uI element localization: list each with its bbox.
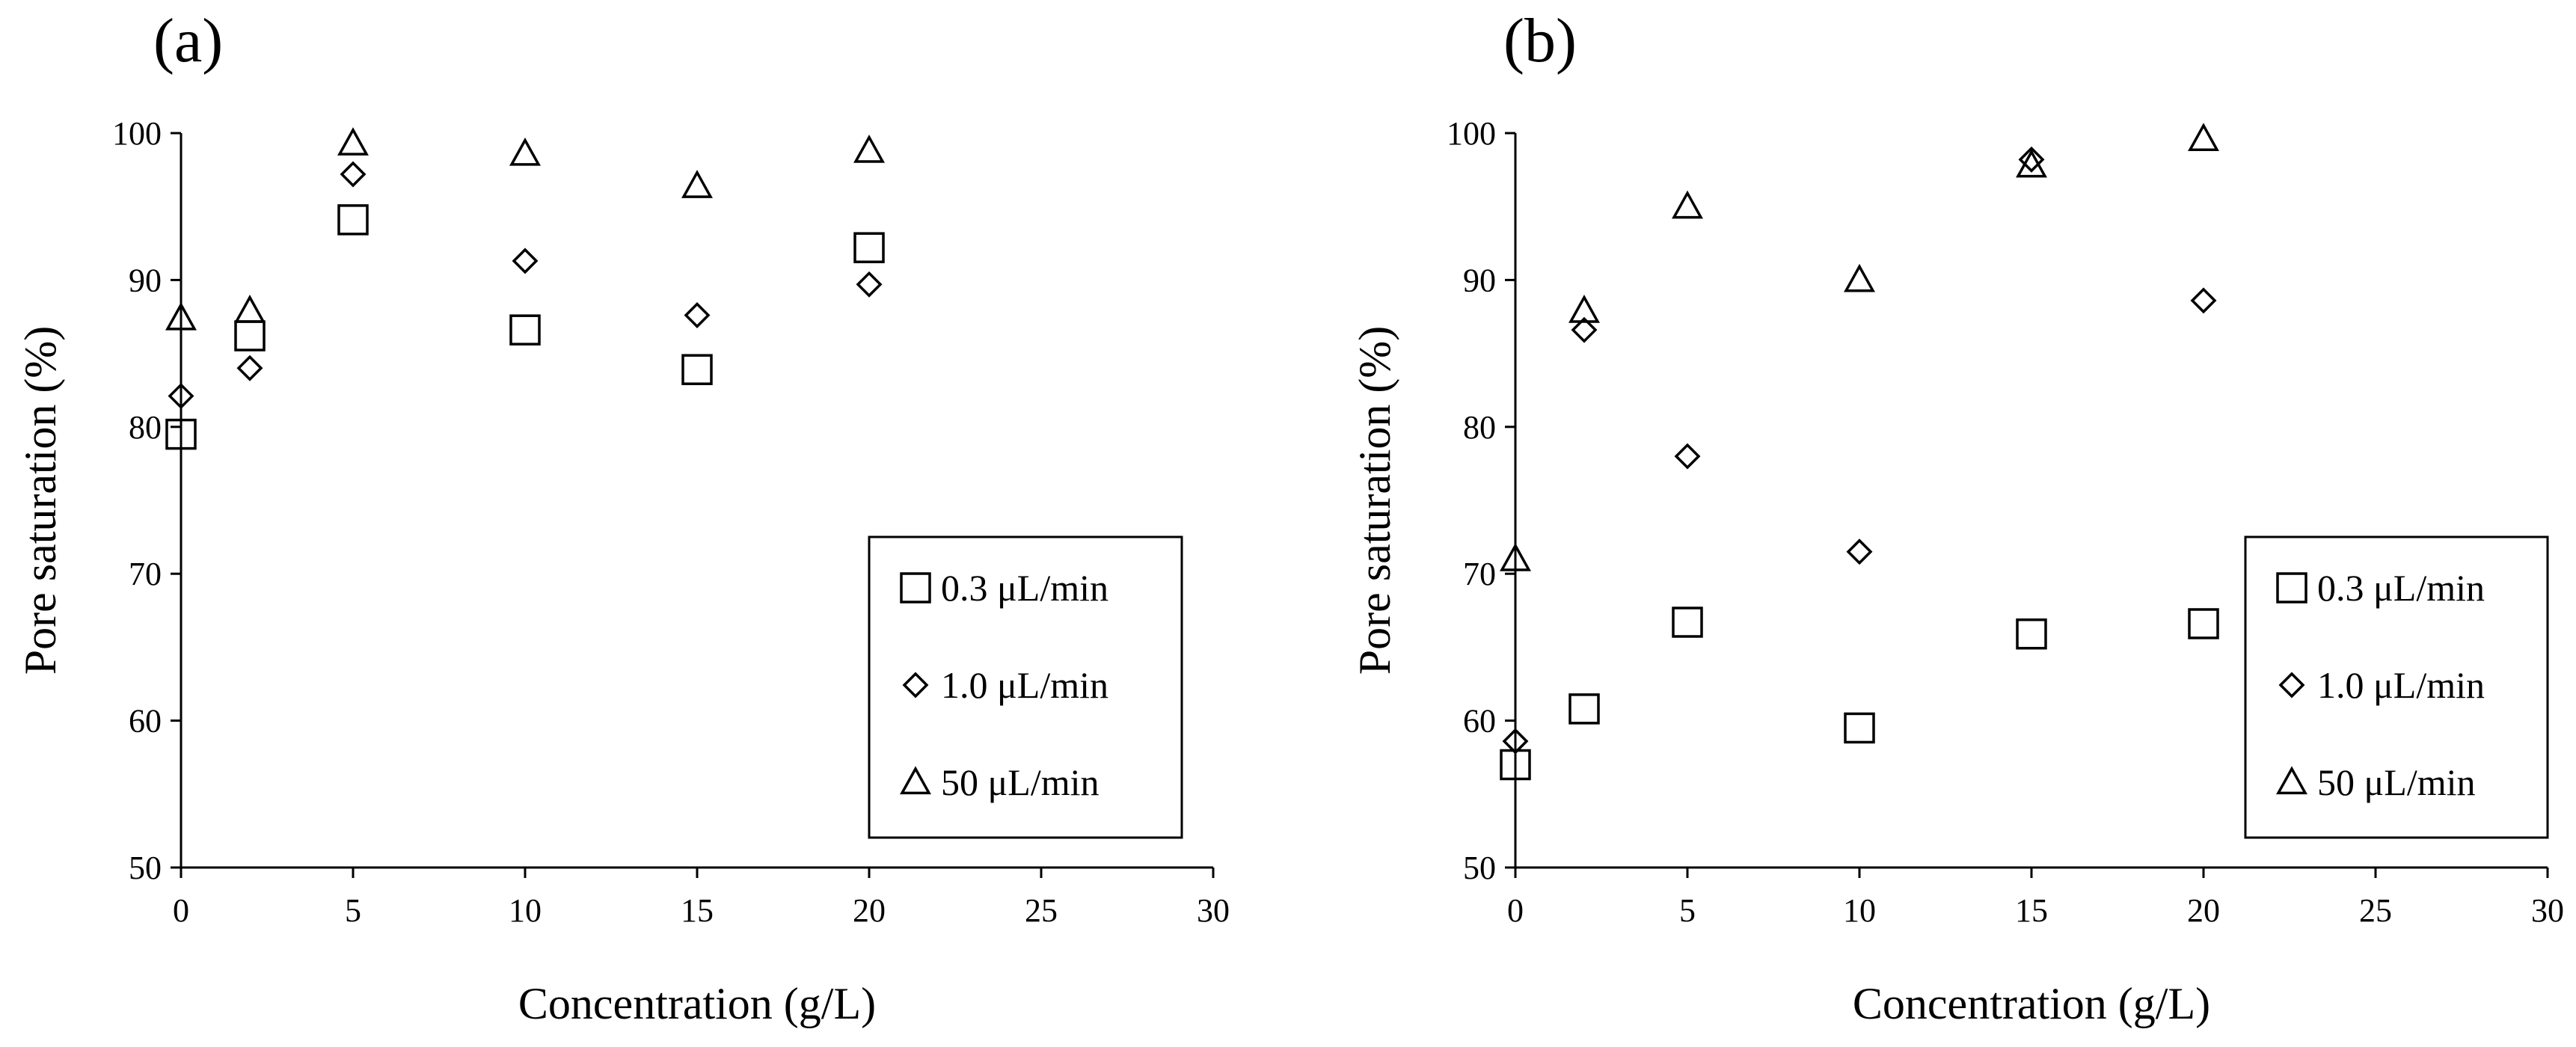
legend-label-a: 50 μL/min (941, 761, 1100, 803)
data-point-a-triangle (853, 134, 885, 163)
y-tick-label-b: 100 (1447, 115, 1496, 152)
y-axis-title-b: Pore saturation (%) (1350, 326, 1399, 675)
x-tick-label-b: 5 (1679, 892, 1696, 929)
x-tick-label-a: 25 (1025, 892, 1058, 929)
data-point-b-triangle (1844, 263, 1875, 292)
data-point-b-diamond (1502, 728, 1529, 755)
x-tick-label-a: 0 (173, 892, 189, 929)
legend-box-b (2244, 535, 2549, 839)
data-point-a-diamond (236, 354, 263, 381)
x-tick-label-b: 10 (1843, 892, 1876, 929)
data-point-a-diamond (340, 161, 367, 188)
legend-label-b: 50 μL/min (2317, 761, 2476, 803)
data-point-b-triangle (1500, 542, 1531, 571)
data-point-b-diamond (1846, 538, 1873, 565)
x-tick-label-a: 20 (853, 892, 886, 929)
data-point-b-diamond (2190, 287, 2217, 314)
data-point-b-triangle (1672, 190, 1703, 219)
legend-a: 0.3 μL/min 1.0 μL/min 50 μL/min (868, 535, 1183, 839)
y-tick-label-a: 100 (112, 115, 162, 152)
data-point-a-square (337, 204, 369, 236)
data-point-b-triangle (2188, 123, 2219, 152)
data-point-a-triangle (165, 301, 197, 331)
y-tick-label-a: 70 (129, 556, 162, 592)
y-tick-label-a: 90 (129, 262, 162, 298)
data-point-a-diamond (856, 271, 883, 298)
y-tick-label-a: 80 (129, 409, 162, 446)
data-point-a-triangle (509, 137, 541, 166)
y-tick-label-b: 70 (1463, 556, 1496, 592)
legend-marker-b-square (2276, 572, 2307, 604)
y-tick-label-b: 80 (1463, 409, 1496, 446)
panel-b: (b) 50 60 70 80 90 100 0 5 10 15 20 25 30 Concentratio… (1350, 6, 2564, 1028)
legend-label-a: 0.3 μL/min (941, 567, 1108, 609)
data-point-a-diamond (512, 248, 539, 274)
data-point-a-diamond (168, 383, 194, 410)
x-tick-label-a: 5 (345, 892, 361, 929)
y-tick-label-b: 50 (1463, 850, 1496, 886)
y-tick-label-a: 50 (129, 850, 162, 886)
y-axis-title-a: Pore saturation (%) (16, 326, 65, 675)
x-tick-label-b: 15 (2015, 892, 2048, 929)
panel-a: (a) 50 60 70 80 90 100 0 5 10 15 20 25 30 Concentratio… (16, 6, 1230, 1028)
x-tick-label-a: 15 (681, 892, 714, 929)
legend-marker-a-triangle (900, 766, 931, 795)
x-tick-label-b: 30 (2531, 892, 2564, 929)
y-tick-label-a: 60 (129, 703, 162, 740)
legend-b: 0.3 μL/min 1.0 μL/min 50 μL/min (2244, 535, 2549, 839)
data-point-b-square (1568, 693, 1600, 725)
data-point-b-square (1844, 712, 1875, 744)
data-point-b-square (1672, 607, 1703, 638)
legend-marker-b-diamond (2278, 672, 2305, 698)
data-point-a-diamond (684, 302, 711, 329)
x-axis-title-a: Concentration (g/L) (518, 979, 876, 1028)
data-point-b-square (1500, 749, 1531, 781)
data-point-b-diamond (1571, 316, 1598, 343)
x-axis-title-b: Concentration (g/L) (1853, 979, 2210, 1028)
data-point-a-square (853, 232, 885, 263)
data-point-a-square (681, 354, 713, 385)
y-tick-label-b: 60 (1463, 703, 1496, 740)
data-point-b-triangle (1568, 295, 1600, 323)
x-tick-label-b: 25 (2359, 892, 2392, 929)
panel-label-a: (a) (153, 6, 223, 76)
data-point-b-square (2016, 618, 2047, 650)
legend-label-b: 0.3 μL/min (2317, 567, 2485, 609)
data-point-a-square (165, 418, 197, 450)
legend-label-a: 1.0 μL/min (941, 664, 1108, 706)
data-point-a-triangle (234, 295, 266, 323)
x-tick-label-b: 20 (2187, 892, 2220, 929)
data-point-a-triangle (681, 170, 713, 198)
x-tick-label-a: 30 (1197, 892, 1230, 929)
x-tick-label-a: 10 (509, 892, 542, 929)
data-point-b-square (2188, 608, 2219, 639)
x-tick-label-b: 0 (1507, 892, 1524, 929)
panel-label-b: (b) (1503, 6, 1577, 76)
legend-marker-a-diamond (902, 672, 929, 698)
data-point-b-diamond (2018, 146, 2045, 173)
legend-label-b: 1.0 μL/min (2317, 664, 2485, 706)
data-point-a-triangle (337, 127, 369, 156)
data-point-a-square (509, 314, 541, 346)
legend-marker-b-triangle (2276, 766, 2307, 795)
y-tick-label-b: 90 (1463, 262, 1496, 298)
data-point-a-square (234, 320, 266, 351)
legend-marker-a-square (900, 572, 931, 604)
data-point-b-diamond (1674, 443, 1701, 470)
data-point-b-triangle (2016, 149, 2047, 178)
legend-box-a (868, 535, 1183, 839)
